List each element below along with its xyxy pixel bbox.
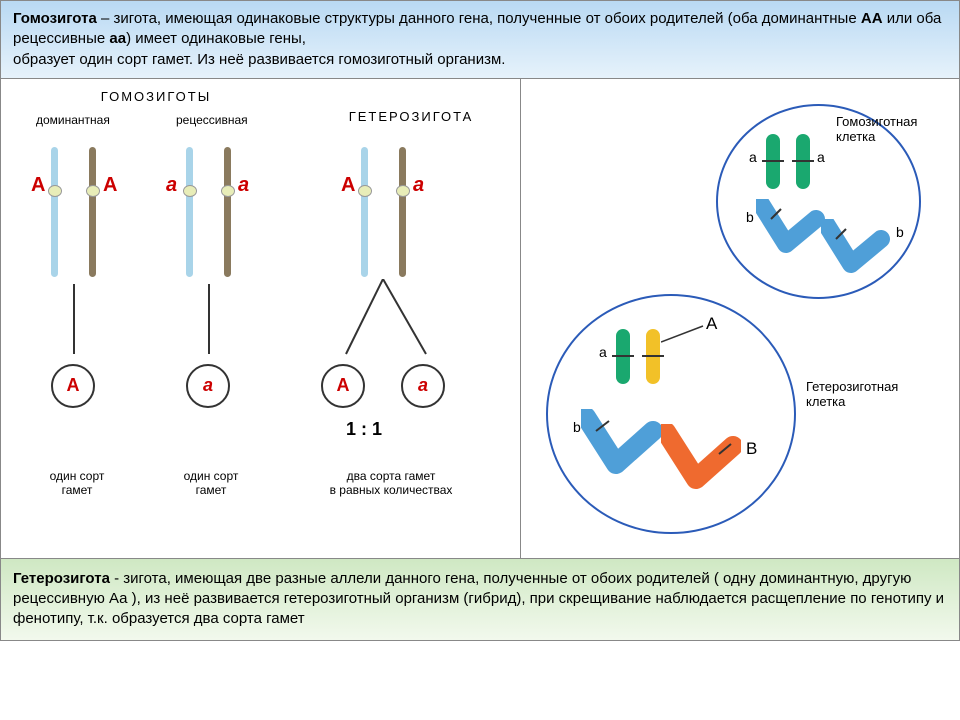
bottom-Aa: Аа — [109, 590, 128, 607]
panel-right: a a b b Гомозиготная клетка a A b B Гете… — [521, 79, 959, 558]
v-blue-2 — [821, 219, 891, 274]
allele-a-1: a — [166, 174, 177, 197]
header-heterozygote: ГЕТЕРОЗИГОТА — [336, 109, 486, 124]
chromo-blue-2 — [186, 147, 193, 277]
arrow-2 — [208, 284, 210, 354]
lbl-a-het: a — [599, 344, 607, 360]
lbl-b-h1: b — [746, 209, 754, 225]
caption-one-1: один сорт гамет — [37, 469, 117, 498]
chromo-blue-1 — [51, 147, 58, 277]
bar-green-3 — [616, 329, 630, 384]
arrow-1 — [73, 284, 75, 354]
allele-a-2: a — [238, 174, 249, 197]
diagram-panels: ГОМОЗИГОТЫ ГЕТЕРОЗИГОТА доминантная реце… — [0, 79, 960, 559]
chromo-brown-2 — [224, 147, 231, 277]
caption-one-2: один сорт гамет — [171, 469, 251, 498]
term-homozygote: Гомозигота — [13, 10, 97, 27]
top-text-1: – зигота, имеющая одинаковые структуры д… — [97, 10, 861, 27]
allele-A-1: A — [31, 174, 45, 197]
top-AA: АА — [861, 10, 883, 27]
gamete-A-2: A — [321, 364, 365, 408]
caption-two: два сорта гамет в равных количествах — [321, 469, 461, 498]
split-arrows — [331, 279, 451, 364]
top-aa: аа — [109, 30, 126, 47]
v-orange — [661, 424, 741, 489]
term-heterozygote: Гетерозигота — [13, 570, 110, 587]
chromo-blue-3 — [361, 147, 368, 277]
lbl-a-h2: a — [817, 149, 825, 165]
bar-green-1 — [766, 134, 780, 189]
lbl-b-h2: b — [896, 224, 904, 240]
gamete-a: a — [186, 364, 230, 408]
label-heterozygous: Гетерозиготная клетка — [806, 379, 898, 410]
v-blue-3 — [581, 409, 661, 474]
chromo-brown-1 — [89, 147, 96, 277]
v-blue-1 — [756, 199, 826, 254]
A-pointer — [661, 324, 711, 344]
bottom-definition-box: Гетерозигота - зигота, имеющая две разны… — [0, 559, 960, 641]
top-line2: образует один сорт гамет. Из неё развива… — [13, 51, 505, 68]
chromo-brown-3 — [399, 147, 406, 277]
lbl-a-h1: a — [749, 149, 757, 165]
top-definition-box: Гомозигота – зигота, имеющая одинаковые … — [0, 0, 960, 79]
allele-A-2: A — [103, 174, 117, 197]
allele-a-3: a — [413, 174, 424, 197]
bar-yellow — [646, 329, 660, 384]
sub-dominant: доминантная — [36, 113, 110, 127]
bar-green-2 — [796, 134, 810, 189]
header-homozygotes: ГОМОЗИГОТЫ — [56, 89, 256, 104]
ratio-11: 1 : 1 — [346, 419, 382, 440]
lbl-B-het: B — [746, 439, 757, 459]
top-text-3: ) имеет одинаковые гены, — [126, 30, 306, 47]
panel-left: ГОМОЗИГОТЫ ГЕТЕРОЗИГОТА доминантная реце… — [1, 79, 521, 558]
bottom-text-2: ), из неё развивается гетерозиготный орг… — [13, 590, 944, 627]
sub-recessive: рецессивная — [176, 113, 248, 127]
lbl-b-het: b — [573, 419, 581, 435]
gamete-A: A — [51, 364, 95, 408]
allele-A-3: A — [341, 174, 355, 197]
label-homozygous: Гомозиготная клетка — [836, 114, 917, 145]
gamete-a-2: a — [401, 364, 445, 408]
